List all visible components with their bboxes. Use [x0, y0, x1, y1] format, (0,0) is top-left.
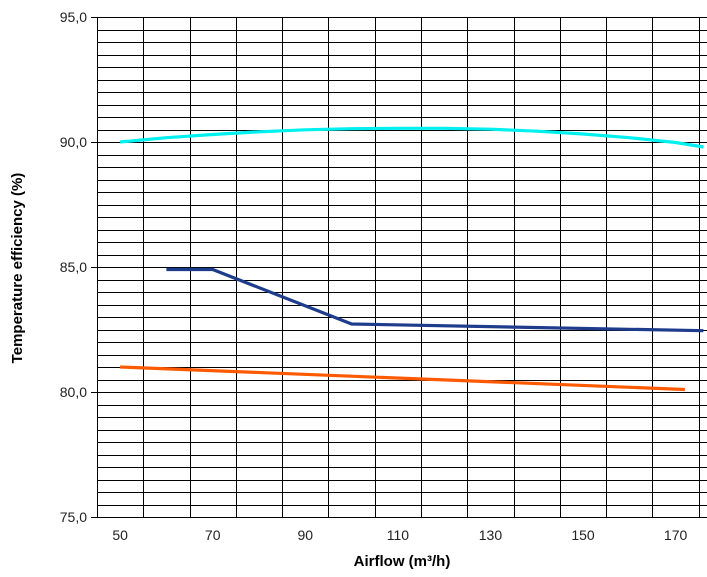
plot-frame: [97, 17, 707, 518]
y-axis-title: Temperature efficiency (%): [9, 173, 26, 364]
y-tick-label: 90,0: [60, 134, 87, 150]
y-axis-ticks: 75,0 80,0 85,0 90,0 95,0: [60, 9, 97, 525]
x-tick-label: 170: [664, 527, 688, 543]
y-tick-label: 75,0: [60, 509, 87, 525]
x-axis-title: Airflow (m³/h): [354, 553, 451, 570]
x-tick-label: 70: [205, 527, 221, 543]
x-tick-label: 90: [298, 527, 314, 543]
x-tick-label: 110: [387, 527, 410, 543]
grid: [97, 17, 707, 517]
series-layer: [119, 126, 704, 392]
series-line-3: [120, 365, 685, 392]
x-axis-ticks: 50 70 90 110 130 150 170: [112, 527, 687, 543]
x-tick-label: 130: [479, 527, 503, 543]
y-tick-label: 80,0: [60, 384, 87, 400]
y-tick-label: 95,0: [60, 9, 87, 25]
series-line-2: [166, 267, 704, 333]
y-tick-label: 85,0: [60, 259, 87, 275]
x-tick-label: 50: [112, 527, 128, 543]
series-line-1: [119, 126, 704, 149]
x-tick-label: 150: [571, 527, 595, 543]
